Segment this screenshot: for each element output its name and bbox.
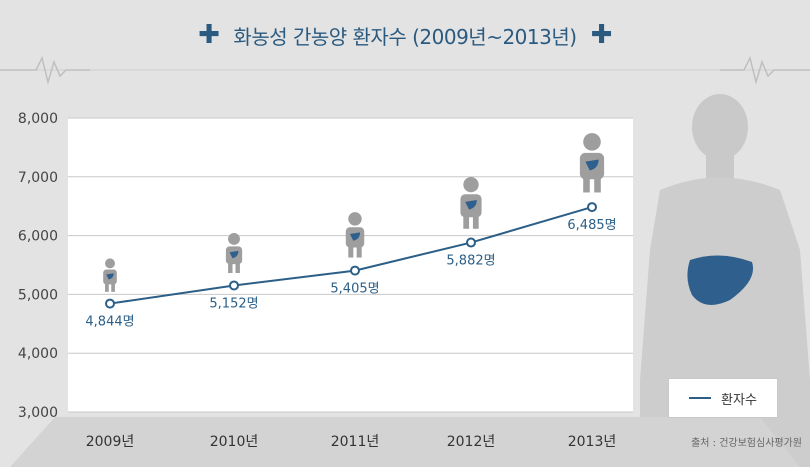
y-tick-label: 4,000 <box>18 346 58 362</box>
data-label: 6,485명 <box>567 218 616 233</box>
x-axis-band <box>10 417 800 467</box>
patient-figure-icon <box>225 233 243 274</box>
x-tick-label: 2011년 <box>331 434 380 450</box>
y-tick-label: 5,000 <box>18 287 58 303</box>
heartbeat-left-icon <box>0 55 90 85</box>
patient-figure-icon <box>460 176 482 229</box>
patient-figure-icon <box>579 133 605 193</box>
data-label: 5,882명 <box>446 254 495 269</box>
y-tick-label: 7,000 <box>18 170 58 186</box>
data-point <box>587 202 597 213</box>
chart-title: ✚ 화농성 간농양 환자수 (2009년~2013년) ✚ <box>0 0 810 70</box>
data-label: 5,152명 <box>209 296 258 311</box>
y-tick-label: 8,000 <box>18 111 58 127</box>
legend-swatch <box>689 397 712 399</box>
data-label: 5,405명 <box>330 282 379 297</box>
chart-title-text: 화농성 간농양 환자수 (2009년~2013년) <box>233 24 577 49</box>
plus-right-icon: ✚ <box>590 20 613 50</box>
legend: 환자수 <box>668 378 778 418</box>
y-tick-label: 3,000 <box>18 405 58 421</box>
patient-figure-icon <box>103 258 117 292</box>
plot-area <box>68 118 633 412</box>
data-point <box>350 265 360 276</box>
heartbeat-right-icon <box>720 55 810 85</box>
patient-figure-icon <box>345 212 365 258</box>
liver-icon <box>585 159 599 171</box>
liver-icon <box>229 250 239 259</box>
data-point <box>466 237 476 248</box>
patient-figures <box>103 133 605 292</box>
liver-icon <box>349 232 361 241</box>
gridlines <box>68 117 633 413</box>
x-tick-label: 2013년 <box>568 434 617 450</box>
x-tick-label: 2009년 <box>86 434 135 450</box>
x-tick-label: 2010년 <box>210 434 259 450</box>
data-point <box>105 298 115 309</box>
source-note: 출처 : 건강보험심사평가원 <box>691 438 802 449</box>
plus-left-icon: ✚ <box>198 20 220 50</box>
legend-label: 환자수 <box>721 392 757 408</box>
y-axis-ticks: 3,000 4,000 5,000 6,000 7,000 8,000 <box>18 111 58 421</box>
x-axis-ticks: 2009년 2010년 2011년 2012년 2013년 <box>86 434 617 450</box>
liver-icon <box>687 255 754 305</box>
liver-icon <box>465 199 477 210</box>
data-points <box>105 202 597 309</box>
data-labels: 4,844명 5,152명 5,405명 5,882명 6,485명 <box>85 218 616 329</box>
title-band <box>0 0 810 70</box>
x-tick-label: 2012년 <box>447 434 496 450</box>
data-point <box>229 280 239 291</box>
data-label: 4,844명 <box>85 315 134 330</box>
y-tick-label: 6,000 <box>18 229 58 245</box>
liver-icon <box>106 273 114 280</box>
